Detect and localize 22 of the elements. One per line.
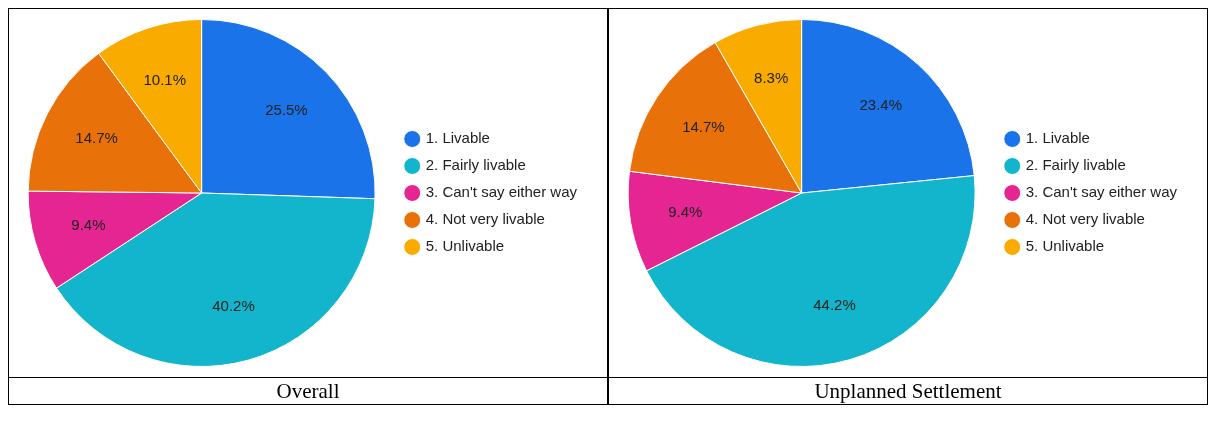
data-label: 44.2% xyxy=(813,296,856,314)
legend-label: 3. Can't say either way xyxy=(425,183,578,201)
legend-label: 5. Unlivable xyxy=(1025,237,1105,255)
text: Overall xyxy=(9,377,607,404)
legend-label: 2. Fairly livable xyxy=(425,156,526,174)
legend-label: 1. Livable xyxy=(1025,129,1090,147)
data-label: 9.4% xyxy=(668,203,703,221)
legend-label: 5. Unlivable xyxy=(425,237,505,255)
text: Unplanned Settlement xyxy=(609,377,1207,404)
data-label: 14.7% xyxy=(75,129,118,147)
data-label: 23.4% xyxy=(859,95,903,113)
legend-label: 1. Livable xyxy=(425,129,490,147)
data-label: 40.2% xyxy=(212,296,255,314)
data-label: 8.3% xyxy=(754,69,789,87)
legend-label: 4. Not very livable xyxy=(1025,210,1145,228)
legend-label: 2. Fairly livable xyxy=(1025,156,1126,174)
data-label: 9.4% xyxy=(71,216,106,234)
data-label: 14.7% xyxy=(682,117,725,135)
legend-label: 4. Not very livable xyxy=(425,210,545,228)
data-label: 25.5% xyxy=(265,101,308,119)
data-label: 10.1% xyxy=(143,71,187,89)
legend-label: 3. Can't say either way xyxy=(1025,183,1178,201)
